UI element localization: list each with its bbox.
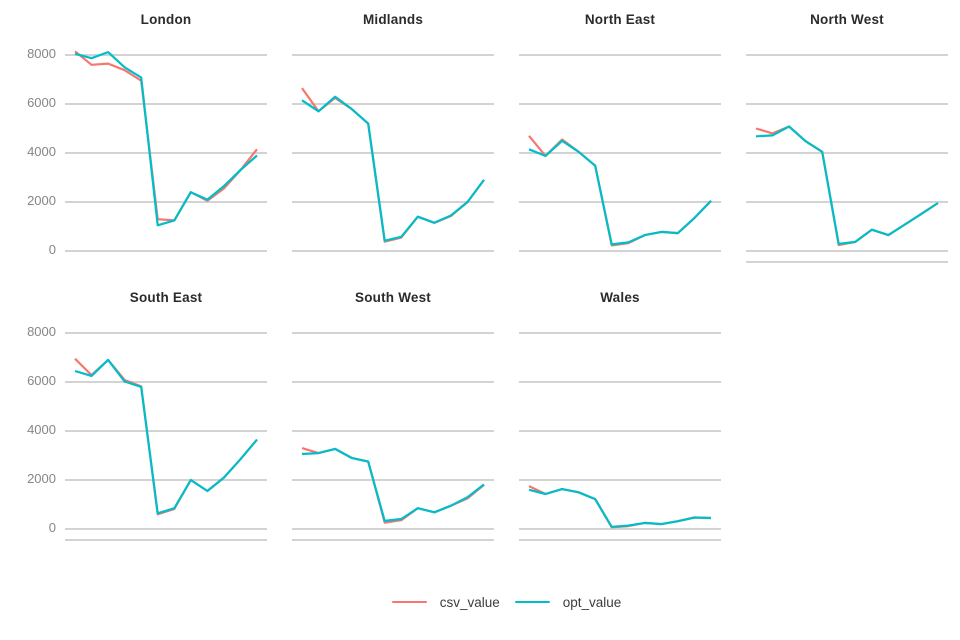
- facet-plot-midlands: [292, 54, 494, 252]
- facet-plot-south-east: [65, 332, 267, 541]
- series-line-opt_value: [528, 139, 712, 246]
- y-axis-tick-label: 6000: [27, 373, 56, 388]
- facet-title-wales: Wales: [600, 290, 640, 305]
- y-axis-tick-label: 0: [48, 242, 56, 257]
- facet-plot-wales: [519, 332, 721, 541]
- y-axis-tick-label: 0: [48, 520, 56, 535]
- series-line-opt_value: [755, 125, 939, 245]
- y-axis-tick-label: 6000: [27, 95, 56, 110]
- y-axis-tick-label: 2000: [27, 193, 56, 208]
- facet-plot-north-west: [746, 54, 948, 263]
- legend-item-csv-value: csv_value: [391, 594, 500, 610]
- facet-plot-south-west: [292, 332, 494, 541]
- series-line-csv_value: [301, 87, 485, 243]
- facet-title-midlands: Midlands: [362, 12, 424, 27]
- series-line-csv_value: [528, 485, 712, 529]
- facet-title-north-east: North East: [584, 12, 656, 27]
- facet-title-north-west: North West: [810, 12, 884, 27]
- series-line-opt_value: [301, 447, 485, 522]
- legend-line-opt-value-icon: [514, 600, 550, 604]
- y-axis-tick-label: 4000: [27, 422, 56, 437]
- y-axis-tick-label: 2000: [27, 471, 56, 486]
- facet-title-south-west: South West: [355, 290, 431, 305]
- legend-item-opt-value: opt_value: [514, 594, 622, 610]
- series-line-opt_value: [301, 95, 485, 242]
- series-line-opt_value: [74, 51, 258, 227]
- legend-label-opt-value: opt_value: [562, 594, 622, 610]
- y-axis-tick-label: 8000: [27, 324, 56, 339]
- chart-legend: csv_value opt_value: [65, 591, 948, 613]
- y-axis-tick-label: 4000: [27, 144, 56, 159]
- series-line-csv_value: [755, 125, 939, 247]
- facet-plot-north-east: [519, 54, 721, 252]
- facet-title-south-east: South East: [129, 290, 203, 305]
- series-line-opt_value: [528, 488, 712, 528]
- facet-title-london: London: [140, 12, 192, 27]
- series-line-csv_value: [74, 50, 258, 222]
- y-axis-tick-label: 8000: [27, 46, 56, 61]
- series-line-csv_value: [301, 447, 485, 524]
- legend-line-csv-value-icon: [391, 600, 427, 604]
- facet-plot-london: [65, 50, 267, 252]
- legend-label-csv-value: csv_value: [439, 594, 500, 610]
- series-line-opt_value: [74, 358, 258, 515]
